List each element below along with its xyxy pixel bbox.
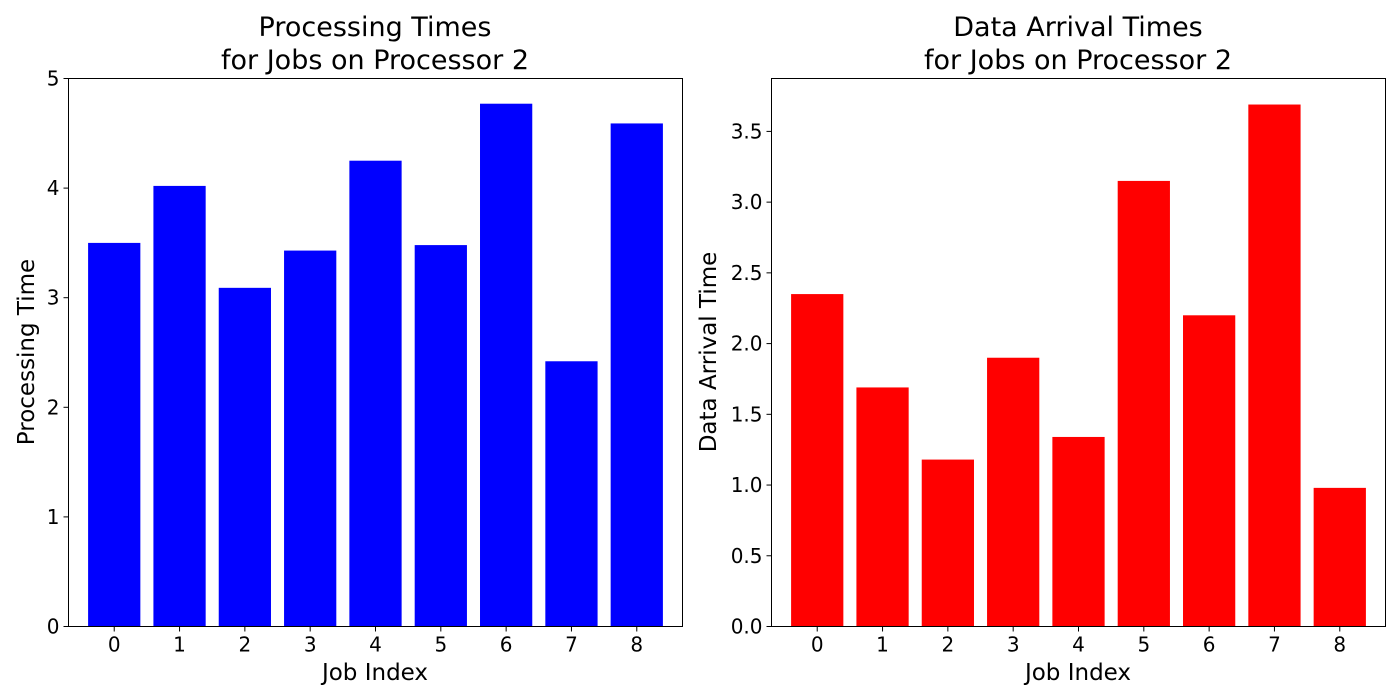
chart-title-line-2: for Jobs on Processor 2 [221,45,529,76]
y-axis-label: Processing Time [14,259,40,445]
data-arrival-times-chart: Data Arrival Times for Jobs on Processor… [696,12,1386,686]
plot-frame [771,78,1386,627]
bar-job-3 [987,357,1040,627]
processing-times-chart: Processing Times for Jobs on Processor 2… [14,12,683,686]
x-tick-label: 3 [304,633,317,657]
y-tick-label: 4 [47,176,60,200]
bar-job-3 [284,250,337,627]
y-tick-label: 1.0 [731,473,763,497]
x-tick-label: 5 [1137,633,1150,657]
x-tick-label: 5 [434,633,447,657]
x-tick-label: 2 [941,633,954,657]
bar-job-1 [856,387,909,627]
bar-job-2 [921,459,974,627]
bar-job-5 [1117,180,1170,627]
chart-title-line-1: Data Arrival Times [953,12,1203,43]
bar-job-1 [153,185,206,627]
y-tick-label: 0.5 [731,544,763,568]
x-tick-label: 8 [630,633,643,657]
y-tick-label: 0 [47,615,60,639]
x-tick-label: 4 [369,633,382,657]
bar-job-5 [414,245,467,627]
plot-frame [68,78,683,627]
chart-title-line-2: for Jobs on Processor 2 [924,45,1232,76]
bar-job-6 [1183,315,1236,627]
y-tick-label: 0.0 [731,615,763,639]
x-tick-label: 4 [1072,633,1085,657]
y-tick-label: 5 [47,67,60,91]
x-tick-label: 7 [565,633,578,657]
bar-job-0 [791,294,844,627]
x-tick-label: 2 [238,633,251,657]
y-tick-label: 3.0 [731,190,763,214]
x-tick-label: 6 [1203,633,1216,657]
x-axis-ticks: 0 1 2 3 4 5 6 7 8 [811,626,1346,657]
y-tick-label: 2 [47,395,60,419]
bar-job-6 [480,103,533,627]
x-axis-label: Job Index [320,660,428,686]
x-tick-label: 3 [1007,633,1020,657]
y-axis-ticks: 0.0 0.5 1.0 1.5 2.0 2.5 3.0 3.5 [731,119,772,639]
y-tick-label: 3.5 [731,119,763,143]
bar-group [791,104,1366,627]
y-axis-label: Data Arrival Time [696,252,722,453]
y-tick-label: 1.5 [731,402,763,426]
x-tick-label: 1 [876,633,889,657]
chart-title-line-1: Processing Times [259,12,492,43]
y-tick-label: 2.5 [731,261,763,285]
bar-group [88,103,663,627]
bar-job-7 [1248,104,1301,627]
x-tick-label: 8 [1333,633,1346,657]
x-axis-ticks: 0 1 2 3 4 5 6 7 8 [108,626,643,657]
bar-job-8 [610,123,663,627]
x-axis-label: Job Index [1023,660,1131,686]
y-tick-label: 1 [47,505,60,529]
x-tick-label: 6 [500,633,513,657]
x-tick-label: 0 [811,633,824,657]
y-tick-label: 2.0 [731,332,763,356]
bar-job-2 [218,287,271,627]
y-tick-label: 3 [47,286,60,310]
bar-job-7 [545,361,598,627]
x-tick-label: 0 [108,633,121,657]
bar-job-8 [1313,487,1366,627]
bar-job-4 [349,160,402,627]
x-tick-label: 7 [1268,633,1281,657]
bar-job-4 [1052,436,1105,627]
x-tick-label: 1 [173,633,186,657]
y-axis-ticks: 0 1 2 3 4 5 [47,67,69,639]
bar-job-0 [88,242,141,627]
